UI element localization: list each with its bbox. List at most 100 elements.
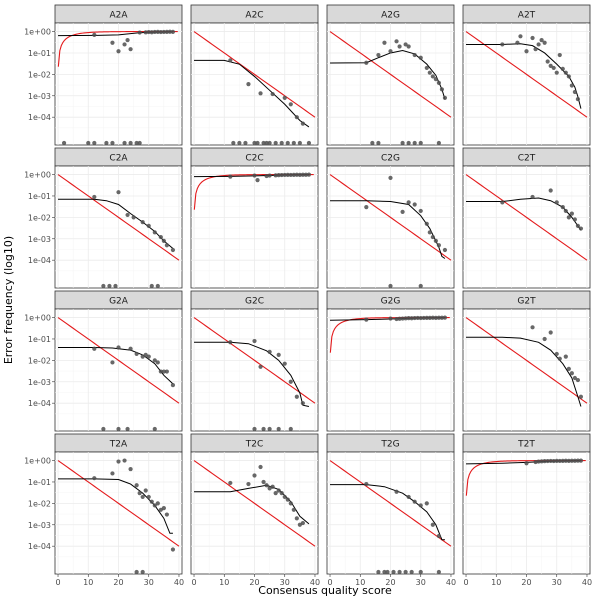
data-point bbox=[300, 520, 305, 526]
data-point bbox=[430, 74, 435, 79]
panel-grid bbox=[463, 166, 590, 288]
data-point bbox=[439, 315, 445, 320]
data-point bbox=[563, 70, 568, 75]
nominal-error-line bbox=[57, 317, 180, 404]
nominal-error-line bbox=[193, 31, 316, 118]
data-point bbox=[430, 522, 435, 527]
x-axis-title: Consensus quality score bbox=[258, 584, 392, 597]
data-point bbox=[530, 194, 535, 200]
data-point bbox=[116, 49, 121, 54]
panel-plot bbox=[329, 31, 452, 145]
facet-panel-g2g: G2G bbox=[326, 290, 455, 432]
data-point bbox=[424, 65, 429, 71]
data-point bbox=[288, 172, 293, 178]
data-point bbox=[291, 507, 296, 512]
data-point bbox=[149, 499, 154, 504]
y-tick-label: 1e-03 bbox=[28, 235, 51, 244]
data-point bbox=[397, 316, 402, 321]
data-point bbox=[125, 212, 130, 218]
facet-panel-c2a: C2A 1e+00 1e-01 1e-02 1e-03 1e-04 bbox=[24, 147, 183, 289]
data-point bbox=[418, 208, 423, 214]
data-point bbox=[524, 49, 529, 54]
data-point bbox=[228, 174, 233, 179]
panel-plot bbox=[465, 174, 588, 261]
data-point bbox=[412, 202, 417, 207]
panel-plot bbox=[193, 172, 314, 210]
data-point bbox=[161, 369, 166, 374]
strip-label: C2T bbox=[518, 154, 536, 164]
data-point bbox=[536, 42, 541, 47]
data-point bbox=[170, 29, 176, 34]
data-point bbox=[530, 35, 535, 41]
facet-panel-a2g: A2G bbox=[326, 4, 455, 146]
strip-label: A2G bbox=[381, 11, 400, 21]
strip-label: G2T bbox=[517, 297, 536, 307]
zero-error-point bbox=[264, 140, 269, 145]
panel-plot bbox=[57, 317, 180, 431]
data-point bbox=[246, 82, 251, 87]
data-point bbox=[128, 47, 133, 52]
data-point bbox=[436, 243, 441, 248]
data-point bbox=[563, 354, 568, 359]
data-point bbox=[557, 458, 562, 464]
data-point bbox=[427, 70, 432, 75]
data-point bbox=[276, 352, 281, 358]
data-point bbox=[572, 375, 577, 381]
zero-error-point bbox=[128, 140, 133, 145]
data-point bbox=[300, 121, 305, 126]
data-point bbox=[155, 360, 160, 365]
zero-error-point bbox=[397, 569, 402, 574]
panel-grid bbox=[191, 166, 318, 288]
data-point bbox=[282, 361, 287, 366]
zero-error-point bbox=[306, 140, 312, 145]
data-point bbox=[539, 37, 544, 43]
data-point bbox=[566, 458, 571, 463]
panel-plot bbox=[193, 460, 316, 547]
data-point bbox=[252, 473, 257, 478]
data-point bbox=[430, 234, 435, 240]
panel-plot bbox=[57, 458, 180, 574]
x-tick-label: 40 bbox=[174, 578, 184, 587]
zero-error-point bbox=[267, 140, 272, 145]
data-point bbox=[270, 91, 275, 97]
data-point bbox=[518, 34, 523, 39]
panel-plot bbox=[193, 31, 316, 145]
facet-panel-c2g: C2G bbox=[326, 147, 455, 289]
data-point bbox=[569, 371, 574, 376]
data-point bbox=[146, 494, 151, 500]
y-tick-label: 1e-04 bbox=[28, 399, 51, 408]
zero-error-point bbox=[137, 140, 142, 145]
facet-panel-a2c: A2C bbox=[190, 4, 319, 146]
data-point bbox=[578, 458, 584, 463]
y-tick-label: 1e-01 bbox=[28, 478, 51, 487]
data-point bbox=[436, 533, 441, 539]
zero-error-point bbox=[134, 140, 139, 145]
data-point bbox=[170, 382, 176, 388]
data-point bbox=[92, 346, 97, 351]
data-point bbox=[566, 74, 571, 79]
x-tick-label: 20 bbox=[113, 578, 123, 587]
data-point bbox=[264, 483, 269, 488]
y-tick-label: 1e-02 bbox=[28, 356, 51, 365]
data-point bbox=[364, 205, 369, 210]
data-point bbox=[158, 369, 163, 374]
zero-error-point bbox=[370, 140, 375, 145]
data-point bbox=[427, 230, 432, 235]
data-point bbox=[137, 491, 142, 496]
data-point bbox=[288, 501, 293, 506]
facet-panel-g2a: G2A 1e+00 1e-01 1e-02 1e-03 1e-04 bbox=[24, 290, 183, 432]
data-point bbox=[412, 52, 417, 58]
data-point bbox=[288, 102, 293, 107]
x-tick-label: 20 bbox=[521, 578, 531, 587]
data-point bbox=[418, 315, 423, 321]
data-point bbox=[560, 205, 565, 210]
zero-error-point bbox=[101, 283, 106, 288]
data-point bbox=[548, 330, 553, 335]
data-point bbox=[152, 358, 157, 363]
x-tick-label: 0 bbox=[55, 578, 60, 587]
x-tick-label: 0 bbox=[463, 578, 468, 587]
zero-error-point bbox=[125, 426, 130, 431]
x-tick-label: 20 bbox=[249, 578, 259, 587]
data-point bbox=[394, 489, 399, 494]
data-point bbox=[409, 316, 414, 321]
